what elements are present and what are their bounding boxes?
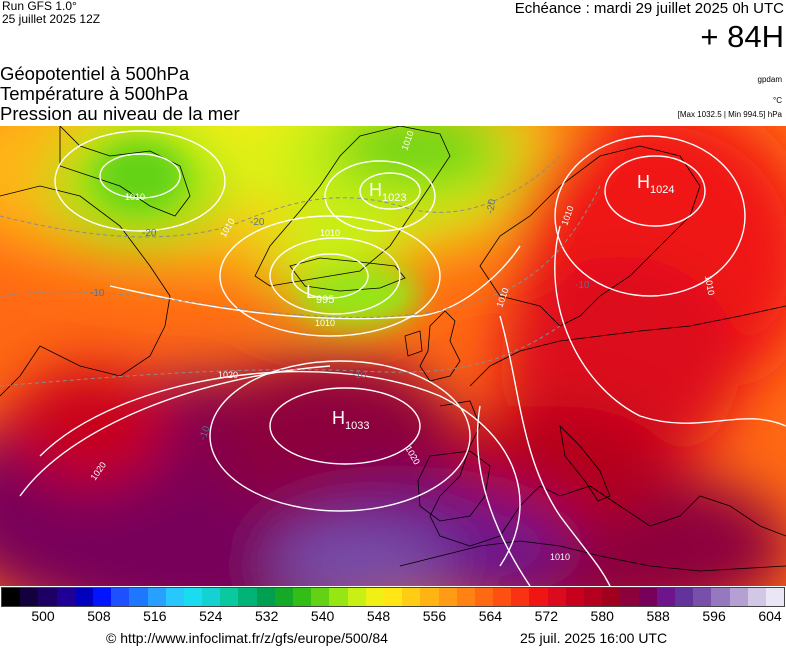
geopotential-field (0, 126, 786, 586)
legend-swatch: #ff6914 (474, 588, 494, 606)
lead-time: + 84H (700, 19, 784, 54)
legend-label: 540 (310, 608, 335, 624)
unit-temperature: °C (773, 96, 782, 105)
legend-swatch: #00a050 (256, 588, 275, 606)
low-center-iceland: L995 (306, 282, 334, 306)
legend-swatch: #ff8214 (456, 588, 475, 606)
field-geopotential: Géopotentiel à 500hPa (0, 63, 190, 84)
legend-swatch: #a0001e (602, 588, 621, 606)
legend-swatch: #d2c8e6 (747, 588, 766, 606)
temp-label: -20 (485, 198, 498, 215)
isobar-label: 1010 (550, 552, 570, 562)
legend-swatch: #14d2d2 (202, 588, 221, 606)
isobar-label: 1010 (703, 275, 716, 296)
legend-swatch: #96e614 (329, 588, 348, 606)
temp-label: -10 (197, 424, 212, 442)
legend-label: 516 (143, 608, 167, 624)
legend-label: 580 (590, 608, 614, 624)
legend-swatch: #ffcd14 (402, 588, 421, 606)
legend-swatch: #f01414 (529, 588, 548, 606)
run-model: Run GFS 1.0° (2, 0, 77, 13)
legend-swatch: #fa3214 (511, 588, 530, 606)
legend-swatch: #14003c (20, 588, 39, 606)
legend-swatch: #c8001e (565, 588, 584, 606)
legend-swatch: #64d214 (311, 588, 330, 606)
legend-label: 532 (255, 608, 279, 624)
temp-label: -20 (142, 228, 157, 239)
legend-label: 604 (758, 608, 782, 624)
high-center-atlantic: H1033 (332, 408, 369, 432)
temp-label: -10 (90, 288, 105, 299)
temp-label: -10 (575, 280, 590, 291)
legend-swatch: #b4001e (584, 588, 603, 606)
legend-swatch: #28a0ff (147, 588, 166, 606)
legend-swatch: #64329b (674, 588, 694, 606)
isobar-label: 1010 (125, 192, 145, 202)
temp-label: -10 (352, 370, 367, 381)
legend-labels: 500 508 516 524 532 540 548 556 564 572 580 588 596 6… (0, 608, 786, 628)
legend-swatch: #1e0064 (38, 588, 57, 606)
legend-swatch: #14aa28 (274, 588, 293, 606)
legend-swatch: #7850aa (693, 588, 712, 606)
footer-generated-date: 25 juil. 2025 16:00 UTC (520, 630, 668, 646)
legend-label: 500 (31, 608, 55, 624)
legend-swatch: #ff9b14 (438, 588, 457, 606)
legend-swatch: #ffb414 (420, 588, 439, 606)
legend-swatch: #ffe614 (383, 588, 403, 606)
coastlines (0, 126, 786, 572)
run-date: 25 juillet 2025 12Z (2, 12, 101, 26)
isobar-label: 1020 (218, 370, 238, 380)
isobar-label: 1010 (315, 318, 335, 328)
temperature-labels: -20 -20 -20 -10 -10 -10 -10 (90, 198, 590, 442)
legend-swatch: #1e0096 (56, 588, 75, 606)
legend-swatch: #28c8ff (165, 588, 184, 606)
legend-swatch: #0014ff (92, 588, 112, 606)
color-legend: #000000#14003c#1e0064#1e0096#0000be#0014… (1, 587, 785, 607)
legend-swatch: #dc0a1e (547, 588, 566, 606)
temp-label: -20 (250, 217, 265, 228)
legend-swatch: #78005a (638, 588, 657, 606)
legend-label: 524 (199, 608, 223, 624)
unit-geopotential: gpdam (757, 75, 782, 84)
legend-swatch: #ff5014 (493, 588, 512, 606)
legend-swatch: #1e78ff (129, 588, 148, 606)
legend-label: 588 (646, 608, 670, 624)
legend-swatch: #9678be (711, 588, 730, 606)
isotherms (0, 155, 601, 387)
legend-label: 556 (422, 608, 447, 624)
legend-swatch: #19dcf0 (183, 588, 203, 606)
legend-swatch: #1e50ff (111, 588, 130, 606)
legend-label: 596 (702, 608, 726, 624)
high-center-greenland: H1023 (369, 180, 406, 204)
legend-swatch: #b4a0d2 (729, 588, 748, 606)
legend-label: 508 (87, 608, 111, 624)
pressure-range: [Max 1032.5 | Min 994.5] hPa (677, 110, 782, 119)
legend-swatch: #0000be (74, 588, 93, 606)
footer-url[interactable]: © http://www.infoclimat.fr/z/gfs/europe/… (106, 630, 388, 646)
legend-label: 572 (534, 608, 558, 624)
field-pressure: Pression au niveau de la mer (0, 103, 240, 124)
legend-swatch: #ebe6f5 (765, 588, 785, 606)
legend-swatch: #32be14 (293, 588, 312, 606)
isobar-label: 1010 (320, 228, 340, 238)
legend-label: 548 (366, 608, 391, 624)
legend-label: 564 (478, 608, 503, 624)
valid-time: Echéance : mardi 29 juillet 2025 0h UTC (514, 0, 784, 17)
weather-map-svg: H1033 H1024 H1023 L995 1010 1010 1010 10… (0, 126, 786, 586)
legend-swatch: #c8f014 (347, 588, 366, 606)
field-titles: Géopotentiel à 500hPa Température à 500h… (0, 64, 240, 124)
legend-swatch: #00b478 (238, 588, 257, 606)
legend-swatch: #0ac8a0 (220, 588, 239, 606)
weather-map: H1033 H1024 H1023 L995 1010 1010 1010 10… (0, 126, 786, 586)
high-center-northeast: H1024 (637, 172, 674, 196)
legend-swatch: #8c003c (620, 588, 639, 606)
legend-swatch: #000000 (2, 588, 21, 606)
pressure-centers: H1033 H1024 H1023 L995 (306, 172, 674, 432)
legend-swatch: #6e148c (656, 588, 675, 606)
field-temperature: Température à 500hPa (0, 83, 189, 104)
run-info: Run GFS 1.0° 25 juillet 2025 12Z (2, 0, 100, 26)
legend-swatch: #f0f014 (365, 588, 384, 606)
